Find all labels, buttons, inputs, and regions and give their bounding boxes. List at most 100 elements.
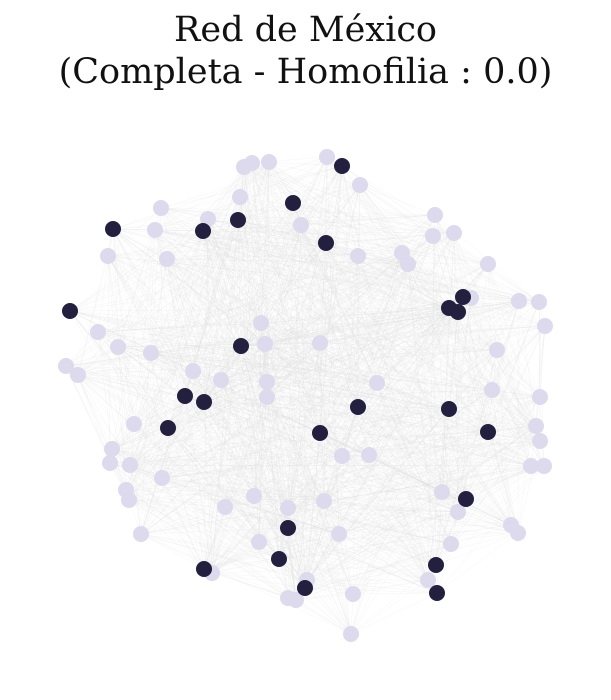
network-edge: [161, 477, 437, 566]
network-edge: [166, 258, 378, 384]
network-edge: [539, 396, 545, 467]
network-edge: [357, 255, 459, 513]
network-edge: [376, 382, 489, 433]
network-edge: [287, 454, 370, 529]
network-edge: [306, 432, 321, 581]
network-edge: [465, 396, 541, 500]
network-edge: [97, 331, 438, 594]
network-edge: [112, 228, 260, 543]
network-edge: [154, 229, 437, 566]
network-node-minority: [429, 585, 445, 601]
network-edge: [203, 342, 321, 570]
network-edge: [264, 343, 289, 509]
network-edge: [368, 454, 459, 513]
network-edge: [107, 242, 327, 257]
network-edge: [338, 465, 532, 535]
network-edge: [129, 296, 464, 466]
network-edge: [107, 255, 437, 566]
network-edge: [184, 395, 459, 513]
network-edge: [260, 322, 546, 327]
network-edge: [264, 214, 436, 345]
network-edge: [350, 300, 520, 635]
network-edge: [129, 395, 186, 466]
network-edge: [167, 425, 537, 429]
network-edge: [203, 507, 289, 570]
network-edge: [133, 184, 361, 425]
network-edge: [112, 228, 289, 529]
network-edge: [203, 235, 434, 403]
network-edge: [278, 235, 434, 560]
network-edge: [128, 499, 352, 635]
network-edge: [202, 224, 302, 232]
network-edge: [77, 374, 163, 479]
network-edge: [338, 511, 459, 535]
network-edge: [258, 232, 455, 543]
network-edge: [319, 263, 409, 434]
network-edge: [338, 465, 545, 535]
network-edge: [166, 232, 455, 260]
network-edge: [300, 224, 443, 493]
network-edge: [203, 235, 434, 570]
network-edge: [341, 255, 359, 457]
network-edge: [166, 258, 409, 265]
network-edge: [111, 448, 306, 589]
network-edge: [129, 381, 268, 466]
network-edge: [325, 242, 370, 456]
network-edge: [470, 297, 520, 302]
network-edge: [319, 311, 459, 344]
network-edge: [167, 427, 289, 529]
network-edge: [239, 196, 519, 534]
network-edge: [112, 228, 452, 545]
network-node-majority: [450, 504, 466, 520]
network-edge: [140, 230, 204, 535]
network-edge: [107, 255, 321, 344]
network-edge: [319, 297, 472, 434]
network-edge: [470, 297, 540, 303]
network-node-majority: [154, 470, 170, 486]
network-edge: [109, 252, 403, 464]
network-edge: [264, 343, 354, 595]
network-node-majority: [280, 500, 296, 516]
network-edge: [260, 322, 343, 457]
network-edge: [69, 310, 194, 372]
network-edge: [457, 263, 489, 513]
network-edge: [278, 184, 361, 560]
network-edge: [107, 255, 186, 397]
network-node-majority: [246, 488, 262, 504]
network-edge: [69, 310, 152, 354]
network-edge: [69, 224, 302, 312]
network-edge: [266, 396, 359, 408]
network-edge: [260, 300, 520, 324]
network-edge: [319, 232, 455, 344]
network-edge: [203, 161, 270, 403]
network-edge: [300, 224, 321, 344]
network-edge: [266, 184, 361, 383]
network-edge: [306, 455, 343, 581]
network-edge: [278, 511, 459, 560]
network-edge: [117, 346, 343, 457]
network-edge: [166, 258, 519, 534]
network-edge: [264, 165, 343, 345]
network-edge: [287, 533, 340, 599]
network-edge: [441, 440, 541, 493]
network-edge: [319, 342, 498, 351]
network-edge: [77, 374, 343, 457]
network-edge: [325, 242, 450, 309]
network-edge: [260, 224, 302, 324]
network-edge: [462, 296, 541, 442]
network-edge: [125, 489, 443, 493]
network-edge: [207, 218, 352, 635]
network-edge: [287, 507, 437, 566]
network-edge: [203, 396, 268, 570]
network-edge: [69, 310, 541, 398]
network-edge: [224, 296, 464, 508]
network-edge: [150, 352, 512, 526]
network-edge: [167, 427, 437, 566]
network-edge: [304, 587, 354, 595]
network-edge: [65, 365, 163, 479]
network-edge: [323, 389, 493, 502]
network-edge: [112, 228, 467, 500]
network-edge: [161, 255, 359, 479]
network-edge: [295, 325, 546, 601]
network-edge: [240, 232, 455, 347]
